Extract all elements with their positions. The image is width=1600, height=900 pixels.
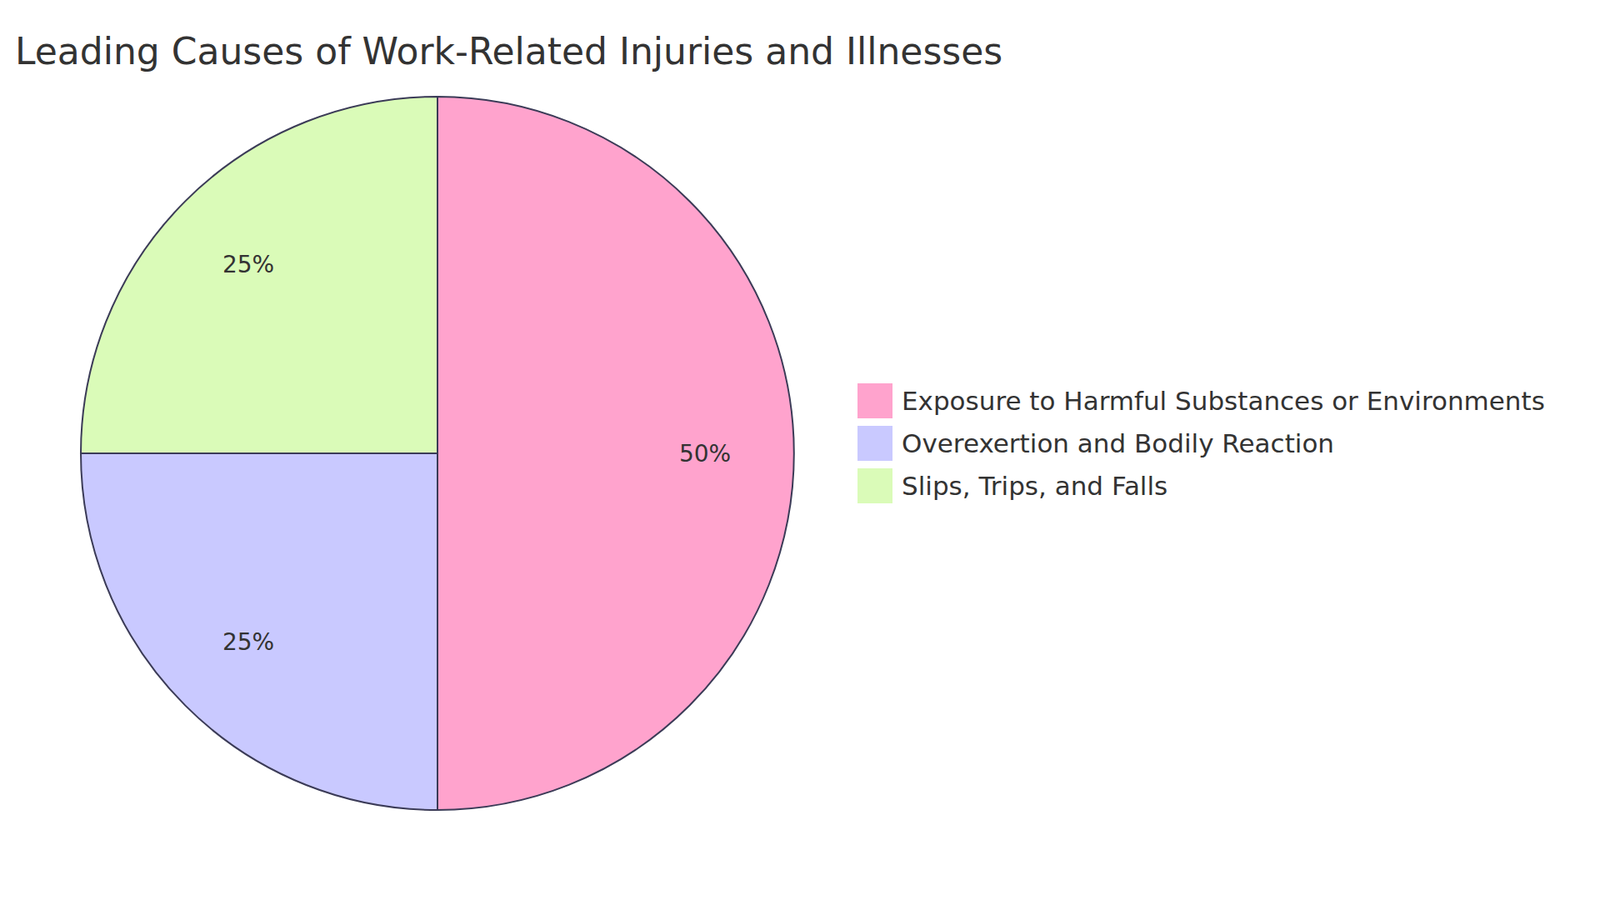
html-text:Exposure to Harmful Substances: Exposure to Harmful Substances or Enviro… (901, 385, 1545, 416)
html-text:Slips, Trips, and Falls: Slips, Trips, and Falls (901, 470, 1168, 501)
svg-text:50%: 50% (679, 440, 731, 468)
svg-text:25%: 25% (222, 250, 275, 279)
html-text:Overexertion and Bodily Reacti: Overexertion and Bodily Reaction (901, 427, 1335, 458)
html-text:Leading Causes of Work-Related: Leading Causes of Work-Related Injuries … (15, 30, 1003, 73)
svg-text:25%: 25% (222, 628, 275, 656)
